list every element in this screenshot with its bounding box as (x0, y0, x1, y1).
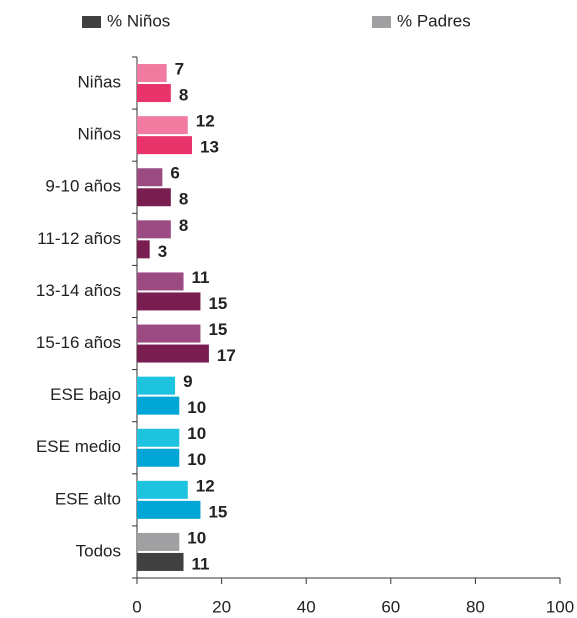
value-label: 12 (196, 112, 215, 131)
bar (137, 240, 150, 259)
y-tick-label: ESE alto (55, 489, 121, 508)
bar (137, 344, 209, 363)
value-label: 10 (187, 424, 206, 443)
value-label: 6 (170, 164, 179, 183)
value-label: 8 (179, 216, 188, 235)
y-tick-label: 15-16 años (36, 333, 121, 352)
legend-swatch (82, 16, 101, 28)
x-tick-label: 20 (212, 597, 231, 616)
value-label: 12 (196, 476, 215, 495)
bar (137, 324, 201, 343)
x-tick-label: 0 (132, 597, 141, 616)
value-label: 11 (192, 268, 210, 287)
legend-swatch (372, 16, 391, 28)
y-tick-label: Niñas (78, 73, 121, 92)
bar (137, 64, 167, 83)
value-label: 8 (179, 86, 188, 105)
bar (137, 448, 180, 467)
legend-label: % Niños (107, 11, 170, 30)
y-tick-label: 13-14 años (36, 281, 121, 300)
bar (137, 428, 180, 447)
value-label: 13 (200, 138, 219, 157)
bar (137, 136, 192, 155)
value-label: 10 (187, 398, 206, 417)
bar (137, 396, 180, 415)
x-tick-label: 80 (466, 597, 485, 616)
bar (137, 480, 188, 499)
x-tick-label: 40 (297, 597, 316, 616)
value-label: 15 (208, 502, 227, 521)
bar (137, 272, 184, 291)
value-label: 10 (187, 450, 206, 469)
legend-label: % Padres (397, 11, 471, 30)
value-label: 7 (175, 60, 184, 79)
bar (137, 292, 201, 311)
y-tick-label: ESE bajo (50, 385, 121, 404)
bar (137, 376, 176, 395)
bar (137, 168, 163, 187)
bar (137, 220, 171, 239)
value-label: 15 (208, 320, 227, 339)
bar (137, 500, 201, 519)
y-tick-label: Niños (78, 125, 121, 144)
value-label: 17 (217, 346, 236, 365)
y-tick-label: ESE medio (36, 437, 121, 456)
value-label: 11 (192, 554, 210, 573)
bar (137, 532, 180, 551)
value-label: 9 (183, 372, 192, 391)
x-tick-label: 60 (381, 597, 400, 616)
bar (137, 188, 171, 207)
y-tick-label: Todos (76, 541, 121, 560)
bar (137, 116, 188, 135)
value-label: 15 (208, 294, 227, 313)
y-tick-label: 9-10 años (45, 177, 121, 196)
value-label: 8 (179, 190, 188, 209)
bar (137, 552, 184, 571)
value-label: 3 (158, 242, 167, 261)
x-tick-label: 100 (546, 597, 574, 616)
y-tick-label: 11-12 años (37, 229, 121, 248)
bar (137, 84, 171, 103)
value-label: 10 (187, 528, 206, 547)
